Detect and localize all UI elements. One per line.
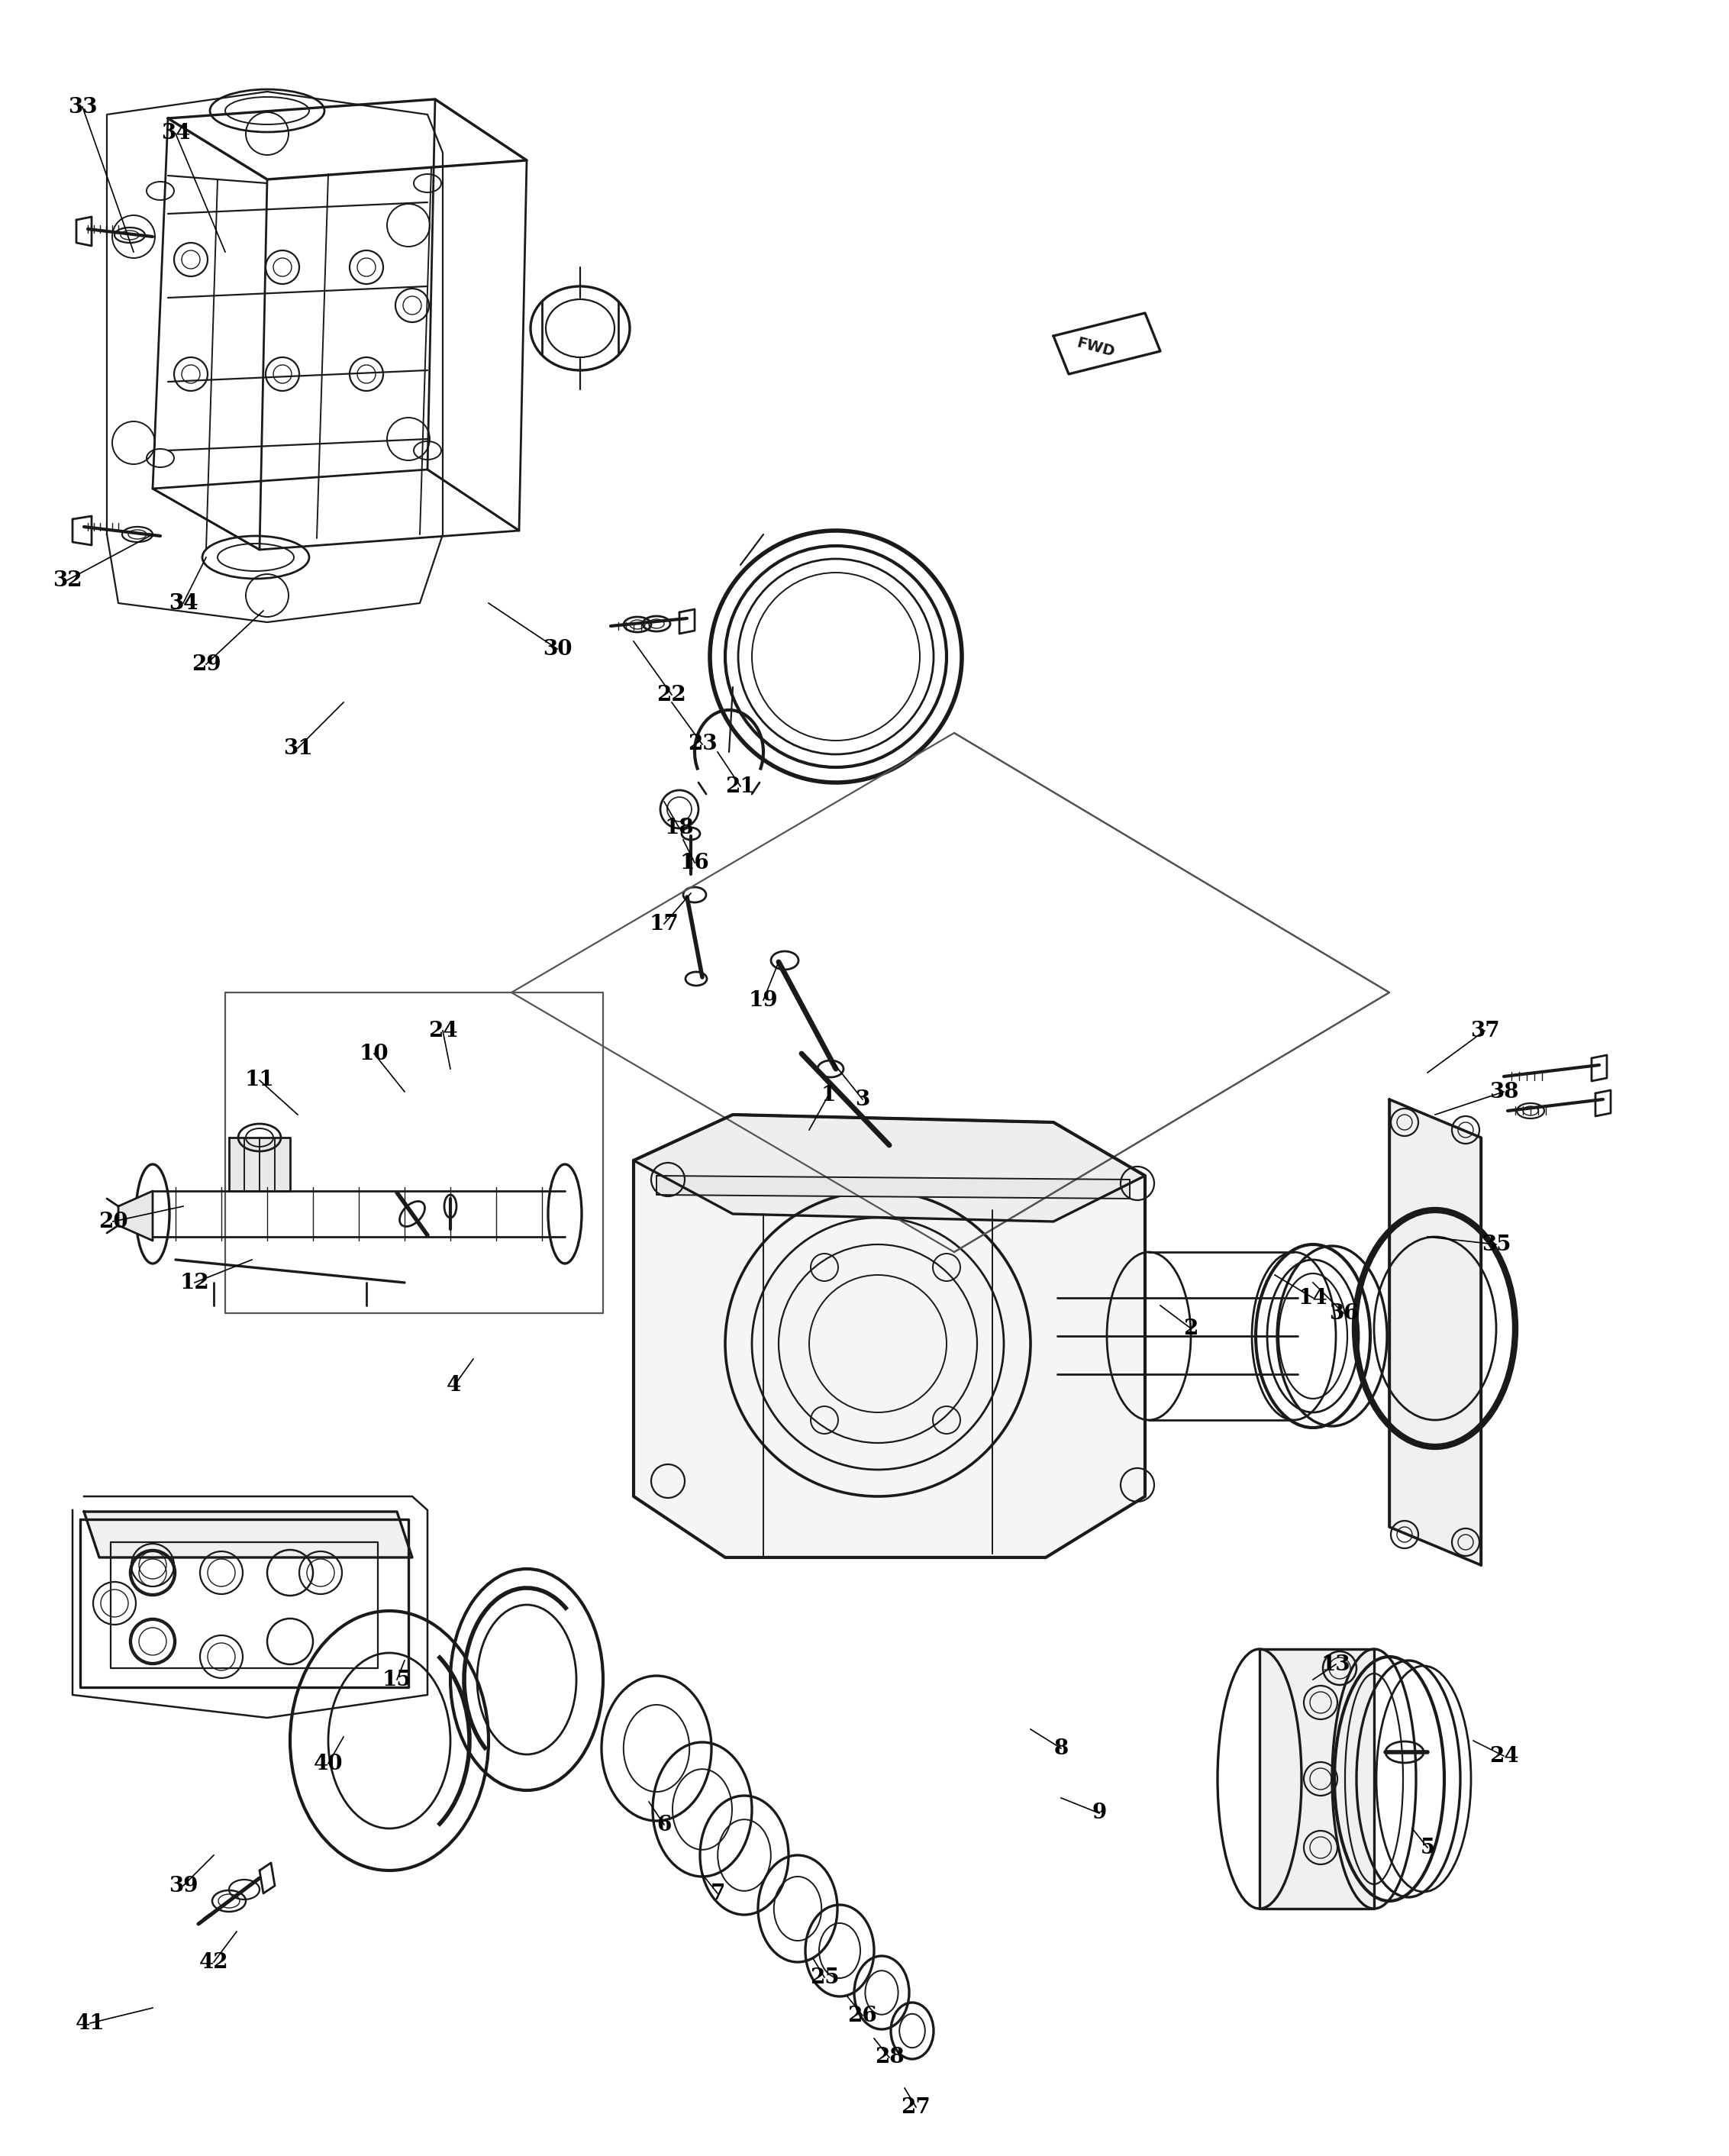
Text: 19: 19 [749,990,778,1011]
Text: 7: 7 [711,1882,724,1904]
Polygon shape [657,1175,1129,1199]
Text: 15: 15 [382,1669,412,1690]
Text: 28: 28 [875,2048,904,2068]
Polygon shape [1592,1054,1606,1080]
Text: 41: 41 [76,2014,105,2033]
Text: 4: 4 [446,1376,462,1395]
Text: 24: 24 [1489,1746,1518,1766]
Text: 35: 35 [1482,1233,1511,1255]
Text: 17: 17 [650,914,679,934]
Polygon shape [259,1863,275,1893]
Polygon shape [1259,1649,1375,1908]
Text: 25: 25 [809,1966,839,1988]
Text: 1: 1 [821,1084,835,1106]
Text: 26: 26 [847,2005,877,2027]
Text: 13: 13 [1321,1654,1350,1675]
Text: 20: 20 [99,1212,128,1231]
Text: 38: 38 [1489,1082,1518,1102]
Polygon shape [633,1115,1145,1222]
Text: 37: 37 [1470,1020,1499,1041]
Text: 16: 16 [679,852,709,873]
Text: 5: 5 [1420,1837,1435,1858]
Text: 8: 8 [1053,1738,1069,1759]
Text: 9: 9 [1093,1802,1107,1824]
Text: 18: 18 [664,817,693,839]
Text: 42: 42 [199,1951,228,1973]
Text: 24: 24 [429,1020,458,1041]
Text: 39: 39 [168,1876,197,1895]
Text: 29: 29 [192,653,221,675]
Polygon shape [85,1511,412,1557]
Text: 27: 27 [901,2098,930,2117]
Text: 31: 31 [284,737,313,759]
Text: 12: 12 [180,1272,209,1294]
Text: 14: 14 [1298,1287,1328,1309]
Text: 23: 23 [688,733,718,755]
Text: FWD: FWD [1075,336,1115,360]
Polygon shape [73,515,92,545]
Polygon shape [118,1190,152,1240]
Text: 34: 34 [161,123,190,144]
Text: 10: 10 [360,1044,389,1063]
Text: 22: 22 [657,683,686,705]
Polygon shape [633,1115,1145,1557]
Text: 2: 2 [1183,1317,1198,1339]
Text: 32: 32 [52,569,81,591]
Text: 11: 11 [246,1069,275,1091]
Text: 36: 36 [1330,1302,1359,1324]
Polygon shape [1390,1100,1482,1565]
Polygon shape [228,1138,290,1190]
Text: 40: 40 [313,1753,342,1774]
Text: 34: 34 [168,593,197,614]
Text: 6: 6 [657,1815,671,1835]
Polygon shape [76,218,92,246]
Text: 3: 3 [856,1089,870,1110]
Text: 34: 34 [168,593,197,614]
Polygon shape [1596,1091,1611,1117]
Polygon shape [679,610,695,634]
Text: 30: 30 [543,638,572,660]
Text: 33: 33 [67,97,97,116]
Text: 21: 21 [726,776,756,798]
